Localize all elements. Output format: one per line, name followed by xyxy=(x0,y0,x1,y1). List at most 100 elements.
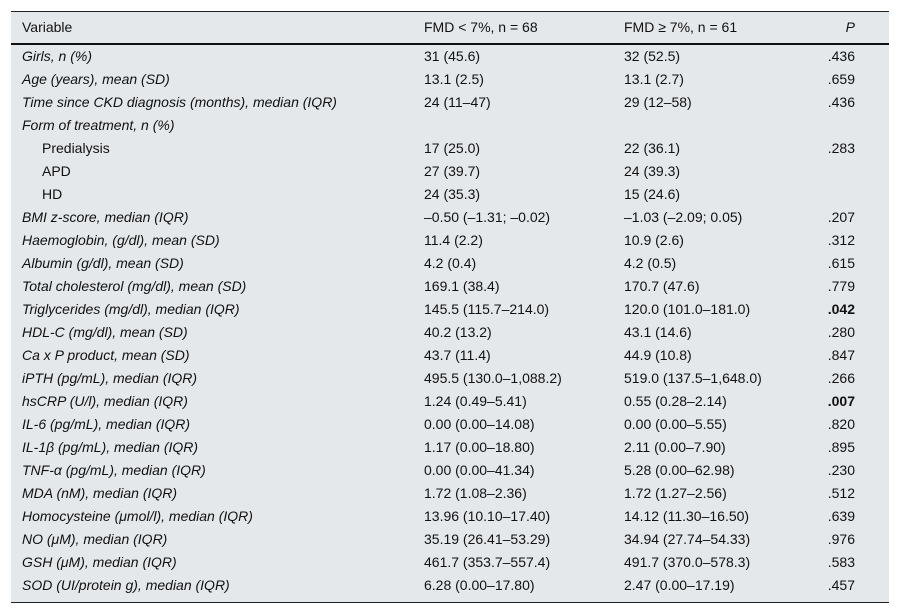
header-variable: Variable xyxy=(22,19,73,35)
row-label: HDL-C (mg/dl), mean (SD) xyxy=(22,324,188,340)
header-group1: FMD < 7%, n = 68 xyxy=(424,19,538,35)
group1-value: 40.2 (13.2) xyxy=(424,324,492,340)
group2-value: 491.7 (370.0–578.3) xyxy=(624,554,751,570)
row-label: NO (μM), median (IQR) xyxy=(22,531,168,547)
table-row: HD 24 (35.3) 15 (24.6) xyxy=(11,183,889,206)
p-value: .976 xyxy=(827,531,855,547)
group1-value: 13.96 (10.10–17.40) xyxy=(424,508,551,524)
table-row: IL-1β (pg/mL), median (IQR) 1.17 (0.00–18… xyxy=(11,436,889,459)
p-value: .436 xyxy=(827,94,855,110)
group1-value: 461.7 (353.7–557.4) xyxy=(424,554,551,570)
p-value: .512 xyxy=(827,485,855,501)
row-label: Triglycerides (mg/dl), median (IQR) xyxy=(22,301,240,317)
p-value: .820 xyxy=(827,416,855,432)
table-row: MDA (nM), median (IQR) 1.72 (1.08–2.36) 1.… xyxy=(11,482,889,505)
group2-value: 170.7 (47.6) xyxy=(624,278,700,294)
group2-value: 0.00 (0.00–5.55) xyxy=(624,416,727,432)
table-row: Age (years), mean (SD) 13.1 (2.5) 13.1 (2.… xyxy=(11,68,889,91)
group2-value: 120.0 (101.0–181.0) xyxy=(624,301,751,317)
row-label: Homocysteine (μmol/l), median (IQR) xyxy=(22,508,253,524)
table-row: NO (μM), median (IQR) 35.19 (26.41–53.29)… xyxy=(11,528,889,551)
row-label: Ca x P product, mean (SD) xyxy=(22,347,190,363)
p-value: .639 xyxy=(827,508,855,524)
table-row: Predialysis 17 (25.0) 22 (36.1) .283 xyxy=(11,137,889,160)
p-value: .283 xyxy=(827,140,855,156)
p-value: .583 xyxy=(827,554,855,570)
group2-value: 1.72 (1.27–2.56) xyxy=(624,485,727,501)
row-label: MDA (nM), median (IQR) xyxy=(22,485,178,501)
data-table: Variable FMD < 7%, n = 68 FMD ≥ 7%, n = … xyxy=(11,11,889,603)
group2-value: 44.9 (10.8) xyxy=(624,347,692,363)
group2-value: 29 (12–58) xyxy=(624,94,692,110)
group1-value: 4.2 (0.4) xyxy=(424,255,477,271)
group1-value: 495.5 (130.0–1,088.2) xyxy=(424,370,562,386)
group1-value: 35.19 (26.41–53.29) xyxy=(424,531,551,547)
group1-value: 27 (39.7) xyxy=(424,163,481,179)
group1-value: –0.50 (–1.31; –0.02) xyxy=(424,209,551,225)
group2-value: 5.28 (0.00–62.98) xyxy=(624,462,735,478)
group2-value: 14.12 (11.30–16.50) xyxy=(624,508,750,524)
table-body: Girls, n (%) 31 (45.6) 32 (52.5) .436 Age (y… xyxy=(11,45,889,597)
table-row: GSH (μM), median (IQR) 461.7 (353.7–557.4… xyxy=(11,551,889,574)
table-row: BMI z-score, median (IQR) –0.50 (–1.31; –… xyxy=(11,206,889,229)
group1-value: 169.1 (38.4) xyxy=(424,278,500,294)
table-header: Variable FMD < 7%, n = 68 FMD ≥ 7%, n = … xyxy=(11,12,889,45)
p-value: .779 xyxy=(827,278,855,294)
table-row: IL-6 (pg/mL), median (IQR) 0.00 (0.00–14.… xyxy=(11,413,889,436)
header-group2: FMD ≥ 7%, n = 61 xyxy=(624,19,738,35)
row-label: Predialysis xyxy=(42,140,110,156)
p-value: .659 xyxy=(827,71,855,87)
group1-value: 13.1 (2.5) xyxy=(424,71,484,87)
p-value: .207 xyxy=(827,209,855,225)
table-row: Homocysteine (μmol/l), median (IQR) 13.96… xyxy=(11,505,889,528)
header-p: P xyxy=(845,19,855,35)
group1-value: 24 (11–47) xyxy=(424,94,491,110)
group1-value: 17 (25.0) xyxy=(424,140,481,156)
p-value: .312 xyxy=(827,232,855,248)
row-label: Girls, n (%) xyxy=(22,48,92,64)
group1-value: 31 (45.6) xyxy=(424,48,481,64)
group2-value: 22 (36.1) xyxy=(624,140,681,156)
row-label: HD xyxy=(42,186,63,202)
row-label: SOD (UI/protein g), median (IQR) xyxy=(22,577,230,593)
p-value: .266 xyxy=(827,370,855,386)
group2-value: 10.9 (2.6) xyxy=(624,232,684,248)
table-row: Triglycerides (mg/dl), median (IQR) 145.5… xyxy=(11,298,889,321)
row-label: IL-6 (pg/mL), median (IQR) xyxy=(22,416,191,432)
table-row: TNF-α (pg/mL), median (IQR) 0.00 (0.00–41… xyxy=(11,459,889,482)
table-row: Time since CKD diagnosis (months), media… xyxy=(11,91,889,114)
group1-value: 24 (35.3) xyxy=(424,186,481,202)
group1-value: 145.5 (115.7–214.0) xyxy=(424,301,550,317)
row-label: TNF-α (pg/mL), median (IQR) xyxy=(22,462,206,478)
p-value: .847 xyxy=(827,347,855,363)
p-value: .230 xyxy=(827,462,855,478)
table-row: Girls, n (%) 31 (45.6) 32 (52.5) .436 xyxy=(11,45,889,68)
p-value: .042 xyxy=(827,301,855,317)
table-row: Haemoglobin, (g/dl), mean (SD) 11.4 (2.2)… xyxy=(11,229,889,252)
group1-value: 1.17 (0.00–18.80) xyxy=(424,439,535,455)
table-row: Total cholesterol (mg/dl), mean (SD) 169.… xyxy=(11,275,889,298)
table-row: Form of treatment, n (%) xyxy=(11,114,889,137)
table-row: HDL-C (mg/dl), mean (SD) 40.2 (13.2) 43.1 … xyxy=(11,321,889,344)
row-label: Haemoglobin, (g/dl), mean (SD) xyxy=(22,232,220,248)
table-row: SOD (UI/protein g), median (IQR) 6.28 (0.… xyxy=(11,574,889,597)
table-row: iPTH (pg/mL), median (IQR) 495.5 (130.0–1… xyxy=(11,367,889,390)
p-value: .457 xyxy=(827,577,855,593)
group1-value: 1.72 (1.08–2.36) xyxy=(424,485,527,501)
group1-value: 6.28 (0.00–17.80) xyxy=(424,577,535,593)
table-row: hsCRP (U/l), median (IQR) 1.24 (0.49–5.41… xyxy=(11,390,889,413)
table-row: Ca x P product, mean (SD) 43.7 (11.4) 44.9… xyxy=(11,344,889,367)
group2-value: 13.1 (2.7) xyxy=(624,71,684,87)
group2-value: 15 (24.6) xyxy=(624,186,681,202)
row-label: APD xyxy=(42,163,71,179)
row-label: Age (years), mean (SD) xyxy=(22,71,170,87)
group2-value: –1.03 (–2.09; 0.05) xyxy=(624,209,743,225)
row-label: Total cholesterol (mg/dl), mean (SD) xyxy=(22,278,247,294)
p-value: .007 xyxy=(827,393,855,409)
group1-value: 0.00 (0.00–14.08) xyxy=(424,416,535,432)
row-label: hsCRP (U/l), median (IQR) xyxy=(22,393,188,409)
p-value: .615 xyxy=(827,255,855,271)
row-label: BMI z-score, median (IQR) xyxy=(22,209,189,225)
group2-value: 2.11 (0.00–7.90) xyxy=(624,439,726,455)
row-label: Form of treatment, n (%) xyxy=(22,117,175,133)
